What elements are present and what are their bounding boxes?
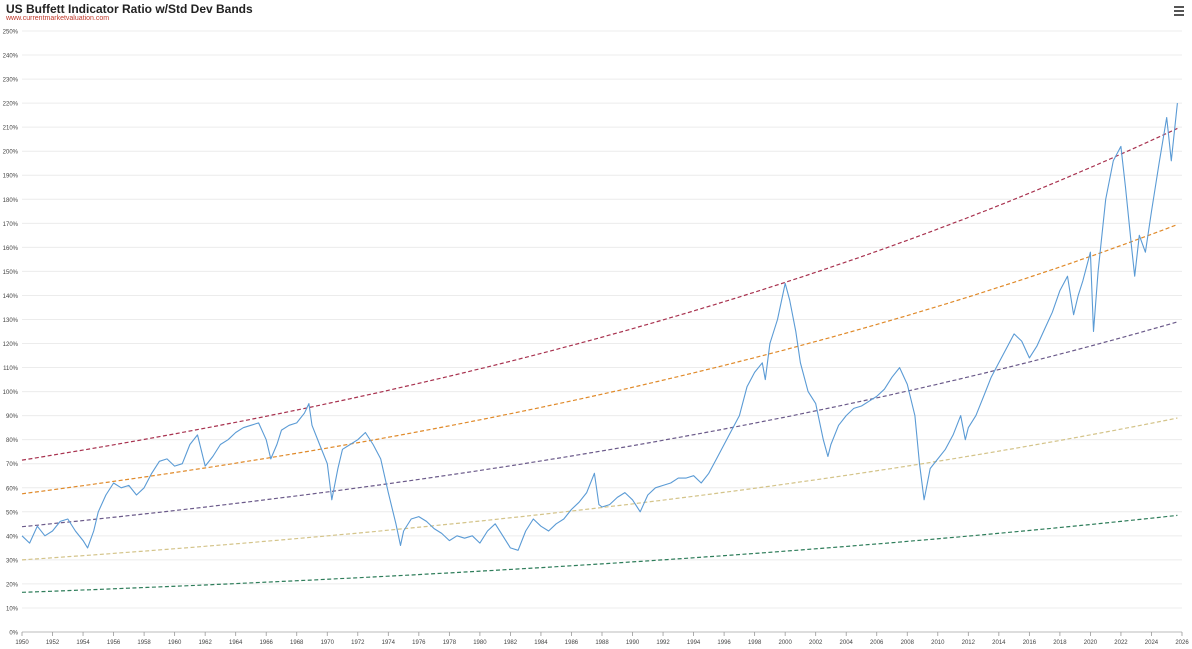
y-tick-label: 140% xyxy=(3,294,19,300)
x-tick-label: 2018 xyxy=(1053,640,1067,646)
x-tick-label: 2002 xyxy=(809,640,823,646)
y-tick-label: 240% xyxy=(3,54,19,60)
y-tick-label: 130% xyxy=(3,318,19,324)
std-dev-band-line xyxy=(21,127,1178,461)
x-tick-label: 1986 xyxy=(565,640,579,646)
y-tick-label: 250% xyxy=(3,30,19,36)
y-tick-label: 190% xyxy=(3,174,19,180)
y-tick-label: 110% xyxy=(3,366,19,372)
y-tick-label: 200% xyxy=(3,150,19,156)
std-dev-band-line xyxy=(21,321,1178,528)
std-dev-band-line xyxy=(21,514,1178,593)
x-tick-label: 2026 xyxy=(1175,640,1189,646)
x-tick-label: 1974 xyxy=(382,640,396,646)
y-tick-label: 220% xyxy=(3,102,19,108)
x-tick-label: 2006 xyxy=(870,640,884,646)
x-tick-label: 1970 xyxy=(321,640,335,646)
x-tick-label: 1960 xyxy=(168,640,182,646)
series-lines xyxy=(21,103,1178,551)
x-tick-label: 1956 xyxy=(107,640,121,646)
y-tick-label: 60% xyxy=(6,486,19,492)
x-tick-label: 2022 xyxy=(1114,640,1128,646)
std-dev-bands xyxy=(21,127,1178,593)
x-tick-label: 1984 xyxy=(534,640,548,646)
x-tick-label: 1996 xyxy=(717,640,731,646)
x-tick-label: 1952 xyxy=(46,640,60,646)
y-tick-label: 210% xyxy=(3,126,19,132)
y-tick-label: 180% xyxy=(3,198,19,204)
y-tick-label: 120% xyxy=(3,342,19,348)
x-tick-label: 2020 xyxy=(1084,640,1098,646)
y-tick-label: 100% xyxy=(3,390,19,396)
y-axis-ticks: 0% 10% 20% 30% 40% 50% 60% 70% 80% 90% 100% 110% 120… xyxy=(3,30,19,637)
y-tick-label: 70% xyxy=(6,462,19,468)
x-tick-label: 1988 xyxy=(595,640,609,646)
x-tick-label: 1994 xyxy=(687,640,701,646)
x-tick-label: 1990 xyxy=(626,640,640,646)
hamburger-menu-icon[interactable] xyxy=(1174,6,1184,16)
x-tick-label: 2004 xyxy=(840,640,854,646)
page-title: US Buffett Indicator Ratio w/Std Dev Ban… xyxy=(6,2,253,16)
x-tick-label: 2016 xyxy=(1023,640,1037,646)
y-tick-label: 0% xyxy=(9,631,18,637)
x-tick-label: 1964 xyxy=(229,640,243,646)
x-tick-label: 2010 xyxy=(931,640,945,646)
y-tick-label: 160% xyxy=(3,246,19,252)
buffett-indicator-line xyxy=(21,103,1178,551)
y-tick-label: 90% xyxy=(6,414,19,420)
x-tick-label: 1966 xyxy=(260,640,274,646)
x-tick-label: 1962 xyxy=(198,640,212,646)
x-tick-label: 2000 xyxy=(778,640,792,646)
x-tick-label: 1982 xyxy=(504,640,518,646)
x-tick-label: 1954 xyxy=(76,640,90,646)
x-tick-label: 1958 xyxy=(137,640,151,646)
x-tick-label: 1992 xyxy=(656,640,670,646)
y-tick-label: 10% xyxy=(6,606,19,612)
x-tick-label: 1972 xyxy=(351,640,365,646)
x-tick-label: 2008 xyxy=(901,640,915,646)
x-tick-label: 1968 xyxy=(290,640,304,646)
y-tick-label: 40% xyxy=(6,534,19,540)
x-tick-label: 1998 xyxy=(748,640,762,646)
y-tick-label: 80% xyxy=(6,438,19,444)
y-tick-label: 150% xyxy=(3,270,19,276)
x-axis-ticks: 1950 1952 1954 1956 1958 1960 1962 1964 1966 1968… xyxy=(15,632,1189,646)
x-tick-label: 1950 xyxy=(15,640,29,646)
x-tick-label: 1976 xyxy=(412,640,426,646)
x-tick-label: 1980 xyxy=(473,640,487,646)
x-tick-label: 2012 xyxy=(962,640,976,646)
y-tick-label: 50% xyxy=(6,510,19,516)
x-tick-label: 1978 xyxy=(443,640,457,646)
std-dev-band-line xyxy=(21,417,1178,561)
grid-lines xyxy=(22,30,1182,633)
x-tick-label: 2024 xyxy=(1145,640,1159,646)
y-tick-label: 230% xyxy=(3,78,19,84)
std-dev-band-line xyxy=(21,223,1178,495)
y-tick-label: 170% xyxy=(3,222,19,228)
source-link[interactable]: www.currentmarketvaluation.com xyxy=(6,15,110,22)
y-tick-label: 20% xyxy=(6,582,19,588)
x-tick-label: 2014 xyxy=(992,640,1006,646)
y-tick-label: 30% xyxy=(6,558,19,564)
